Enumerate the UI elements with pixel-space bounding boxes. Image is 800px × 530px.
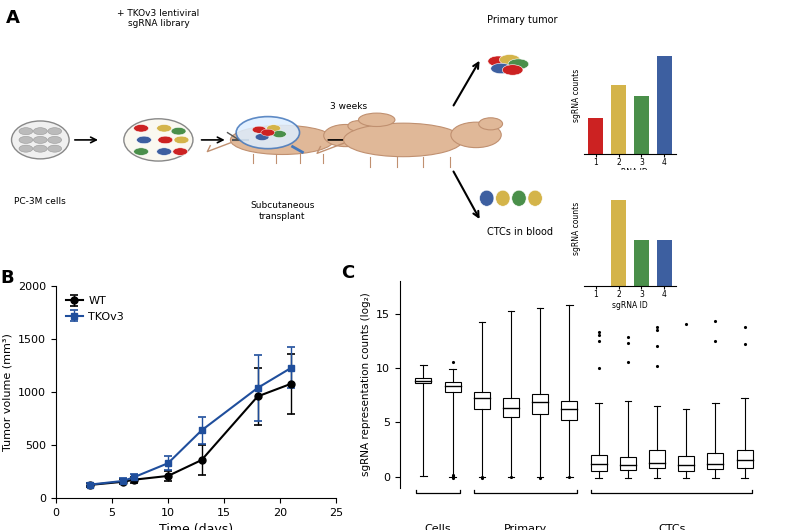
- Circle shape: [171, 127, 186, 135]
- Circle shape: [490, 63, 511, 74]
- Circle shape: [502, 65, 523, 75]
- Circle shape: [134, 148, 149, 155]
- Y-axis label: Tumor volume (mm³): Tumor volume (mm³): [2, 333, 13, 451]
- Text: Cells: Cells: [425, 524, 451, 530]
- Bar: [634, 240, 649, 286]
- Ellipse shape: [230, 125, 334, 154]
- Circle shape: [34, 145, 47, 152]
- Text: Subcutaneous
transplant: Subcutaneous transplant: [250, 201, 314, 220]
- Circle shape: [19, 128, 33, 135]
- Bar: [445, 382, 461, 392]
- Y-axis label: sgRNA counts: sgRNA counts: [572, 69, 582, 122]
- Circle shape: [134, 125, 149, 132]
- Text: CTCs: CTCs: [658, 524, 686, 530]
- Circle shape: [499, 55, 520, 65]
- Circle shape: [255, 134, 269, 140]
- Circle shape: [508, 59, 529, 69]
- Circle shape: [348, 121, 369, 131]
- Circle shape: [236, 117, 299, 148]
- Ellipse shape: [343, 123, 463, 157]
- Y-axis label: sgRNA counts: sgRNA counts: [572, 201, 582, 254]
- Circle shape: [34, 128, 47, 135]
- Ellipse shape: [496, 190, 510, 206]
- Circle shape: [19, 145, 33, 152]
- Circle shape: [158, 136, 173, 144]
- Bar: [611, 85, 626, 154]
- Bar: [562, 401, 578, 420]
- Legend: WT, TKOv3: WT, TKOv3: [62, 292, 129, 326]
- Bar: [657, 56, 672, 154]
- Bar: [415, 378, 431, 383]
- Circle shape: [48, 145, 62, 152]
- Bar: [588, 118, 603, 154]
- Text: Primary
tumors: Primary tumors: [504, 524, 547, 530]
- Bar: [657, 240, 672, 286]
- Ellipse shape: [479, 190, 494, 206]
- Circle shape: [48, 128, 62, 135]
- Ellipse shape: [528, 190, 542, 206]
- Text: Primary tumor: Primary tumor: [486, 15, 558, 24]
- Bar: [707, 453, 723, 469]
- X-axis label: sgRNA ID: sgRNA ID: [612, 301, 648, 310]
- Ellipse shape: [358, 113, 395, 127]
- Circle shape: [252, 126, 266, 133]
- Bar: [532, 394, 548, 413]
- Circle shape: [157, 125, 172, 132]
- Bar: [503, 399, 519, 417]
- Ellipse shape: [11, 121, 69, 159]
- Bar: [620, 457, 636, 470]
- Circle shape: [261, 129, 274, 136]
- Y-axis label: sgRNA representation counts (log₂): sgRNA representation counts (log₂): [361, 293, 370, 476]
- X-axis label: sgRNA ID: sgRNA ID: [612, 168, 648, 177]
- Circle shape: [173, 148, 188, 155]
- Text: + TKOv3 lentiviral
sgRNA library: + TKOv3 lentiviral sgRNA library: [118, 8, 199, 28]
- Text: PC-3M cells: PC-3M cells: [14, 197, 66, 206]
- Circle shape: [324, 125, 367, 147]
- Text: A: A: [6, 8, 20, 26]
- Bar: [634, 96, 649, 154]
- Circle shape: [478, 118, 502, 130]
- Bar: [611, 200, 626, 286]
- Ellipse shape: [124, 119, 193, 161]
- Circle shape: [266, 125, 281, 132]
- Circle shape: [34, 136, 47, 144]
- Text: B: B: [0, 269, 14, 287]
- Bar: [590, 455, 606, 471]
- Circle shape: [137, 136, 151, 144]
- Bar: [737, 449, 753, 468]
- Circle shape: [174, 136, 189, 144]
- Text: CTCs in blood: CTCs in blood: [486, 227, 553, 237]
- Circle shape: [451, 122, 502, 148]
- Circle shape: [488, 56, 509, 66]
- Bar: [649, 449, 665, 468]
- Ellipse shape: [512, 190, 526, 206]
- Bar: [474, 392, 490, 409]
- Circle shape: [157, 148, 172, 155]
- Text: C: C: [341, 264, 354, 282]
- Circle shape: [48, 136, 62, 144]
- Circle shape: [273, 130, 286, 138]
- Text: 3 weeks: 3 weeks: [330, 102, 367, 111]
- X-axis label: Time (days): Time (days): [159, 524, 233, 530]
- Circle shape: [19, 136, 33, 144]
- Bar: [678, 456, 694, 471]
